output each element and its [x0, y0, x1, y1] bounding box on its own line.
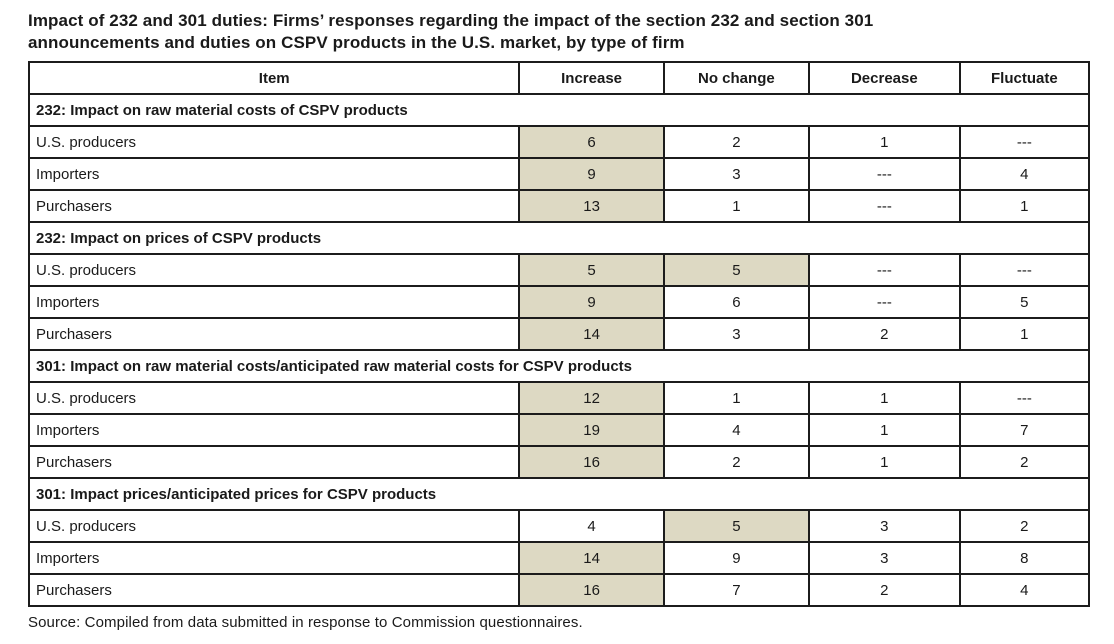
item-label-cell: Purchasers — [27, 445, 521, 480]
item-label-cell: U.S. producers — [27, 381, 521, 416]
value-cell: 1 — [808, 445, 961, 480]
section-header-label: 232: Impact on raw material costs of CSP… — [28, 93, 1090, 128]
table-title: Impact of 232 and 301 duties: Firms’ res… — [28, 11, 874, 53]
value-cell: --- — [808, 253, 961, 288]
item-label-cell: U.S. producers — [27, 125, 521, 160]
value-cell: 1 — [958, 189, 1091, 224]
value-cell: 4 — [518, 509, 665, 544]
value-cell: 8 — [958, 541, 1091, 576]
source-note: Source: Compiled from data submitted in … — [28, 614, 583, 632]
data-row: U.S. producers 12 1 1 --- — [27, 381, 1091, 416]
value-cell: --- — [958, 125, 1091, 160]
data-row: U.S. producers 4 5 3 2 — [27, 509, 1091, 544]
value-cell: 1 — [958, 317, 1091, 352]
value-cell: 1 — [662, 189, 811, 224]
value-cell: 3 — [808, 541, 961, 576]
section-header-row: 301: Impact prices/anticipated prices fo… — [28, 477, 1090, 512]
table-header: Item Increase No change Decrease Fluctuate — [27, 61, 1091, 96]
value-cell: 1 — [808, 125, 961, 160]
item-label-cell: Purchasers — [27, 189, 521, 224]
value-cell-highlighted: 16 — [518, 573, 665, 608]
value-cell: 1 — [662, 381, 811, 416]
data-row: Purchasers 14 3 2 1 — [27, 317, 1091, 352]
value-cell: --- — [808, 157, 961, 192]
value-cell: 4 — [958, 157, 1091, 192]
column-header-fluctuate: Fluctuate — [958, 61, 1091, 96]
section-header-label: 301: Impact on raw material costs/antici… — [28, 349, 1090, 384]
impact-table: Item Increase No change Decrease Fluctuate 2… — [27, 61, 1091, 608]
value-cell-highlighted: 14 — [518, 317, 665, 352]
section-header-label: 301: Impact prices/anticipated prices fo… — [28, 477, 1090, 512]
value-cell: 3 — [662, 157, 811, 192]
value-cell-highlighted: 13 — [518, 189, 665, 224]
value-cell: 6 — [662, 285, 811, 320]
value-cell-highlighted: 9 — [518, 285, 665, 320]
value-cell: 2 — [958, 445, 1091, 480]
value-cell: 4 — [958, 573, 1091, 608]
section-header-row: 232: Impact on raw material costs of CSP… — [28, 93, 1090, 128]
value-cell: 3 — [808, 509, 961, 544]
value-cell-highlighted: 9 — [518, 157, 665, 192]
value-cell-highlighted: 5 — [662, 253, 811, 288]
header-row: Item Increase No change Decrease Fluctuate — [27, 61, 1091, 96]
value-cell: --- — [808, 189, 961, 224]
data-row: Importers 9 6 --- 5 — [27, 285, 1091, 320]
section-header-row: 301: Impact on raw material costs/antici… — [28, 349, 1090, 384]
item-label-cell: Importers — [27, 157, 521, 192]
item-label-cell: Importers — [27, 413, 521, 448]
column-header-item: Item — [27, 61, 521, 96]
data-row: Importers 14 9 3 8 — [27, 541, 1091, 576]
section-header-row: 232: Impact on prices of CSPV products — [28, 221, 1090, 256]
value-cell: 2 — [808, 317, 961, 352]
data-row: Importers 19 4 1 7 — [27, 413, 1091, 448]
value-cell: --- — [958, 381, 1091, 416]
value-cell: 2 — [662, 445, 811, 480]
value-cell: 2 — [662, 125, 811, 160]
value-cell-highlighted: 6 — [518, 125, 665, 160]
item-label-cell: Purchasers — [27, 573, 521, 608]
column-header-increase: Increase — [518, 61, 665, 96]
value-cell: 4 — [662, 413, 811, 448]
data-row: U.S. producers 5 5 --- --- — [27, 253, 1091, 288]
data-row: Importers 9 3 --- 4 — [27, 157, 1091, 192]
value-cell: 9 — [662, 541, 811, 576]
value-cell: 2 — [958, 509, 1091, 544]
value-cell: --- — [808, 285, 961, 320]
value-cell-highlighted: 19 — [518, 413, 665, 448]
value-cell: --- — [958, 253, 1091, 288]
data-row: U.S. producers 6 2 1 --- — [27, 125, 1091, 160]
column-header-decrease: Decrease — [808, 61, 961, 96]
value-cell-highlighted: 14 — [518, 541, 665, 576]
data-row: Purchasers 13 1 --- 1 — [27, 189, 1091, 224]
table-body: 232: Impact on raw material costs of CSP… — [27, 93, 1091, 608]
value-cell: 1 — [808, 381, 961, 416]
value-cell: 7 — [958, 413, 1091, 448]
item-label-cell: Importers — [27, 541, 521, 576]
value-cell: 3 — [662, 317, 811, 352]
item-label-cell: Importers — [27, 285, 521, 320]
item-label-cell: U.S. producers — [27, 253, 521, 288]
data-row: Purchasers 16 7 2 4 — [27, 573, 1091, 608]
value-cell-highlighted: 16 — [518, 445, 665, 480]
column-header-no-change: No change — [662, 61, 811, 96]
value-cell-highlighted: 5 — [518, 253, 665, 288]
value-cell: 5 — [958, 285, 1091, 320]
data-row: Purchasers 16 2 1 2 — [27, 445, 1091, 480]
value-cell-highlighted: 12 — [518, 381, 665, 416]
item-label-cell: Purchasers — [27, 317, 521, 352]
value-cell-highlighted: 5 — [662, 509, 811, 544]
item-label-cell: U.S. producers — [27, 509, 521, 544]
value-cell: 2 — [808, 573, 961, 608]
value-cell: 1 — [808, 413, 961, 448]
value-cell: 7 — [662, 573, 811, 608]
section-header-label: 232: Impact on prices of CSPV products — [28, 221, 1090, 256]
